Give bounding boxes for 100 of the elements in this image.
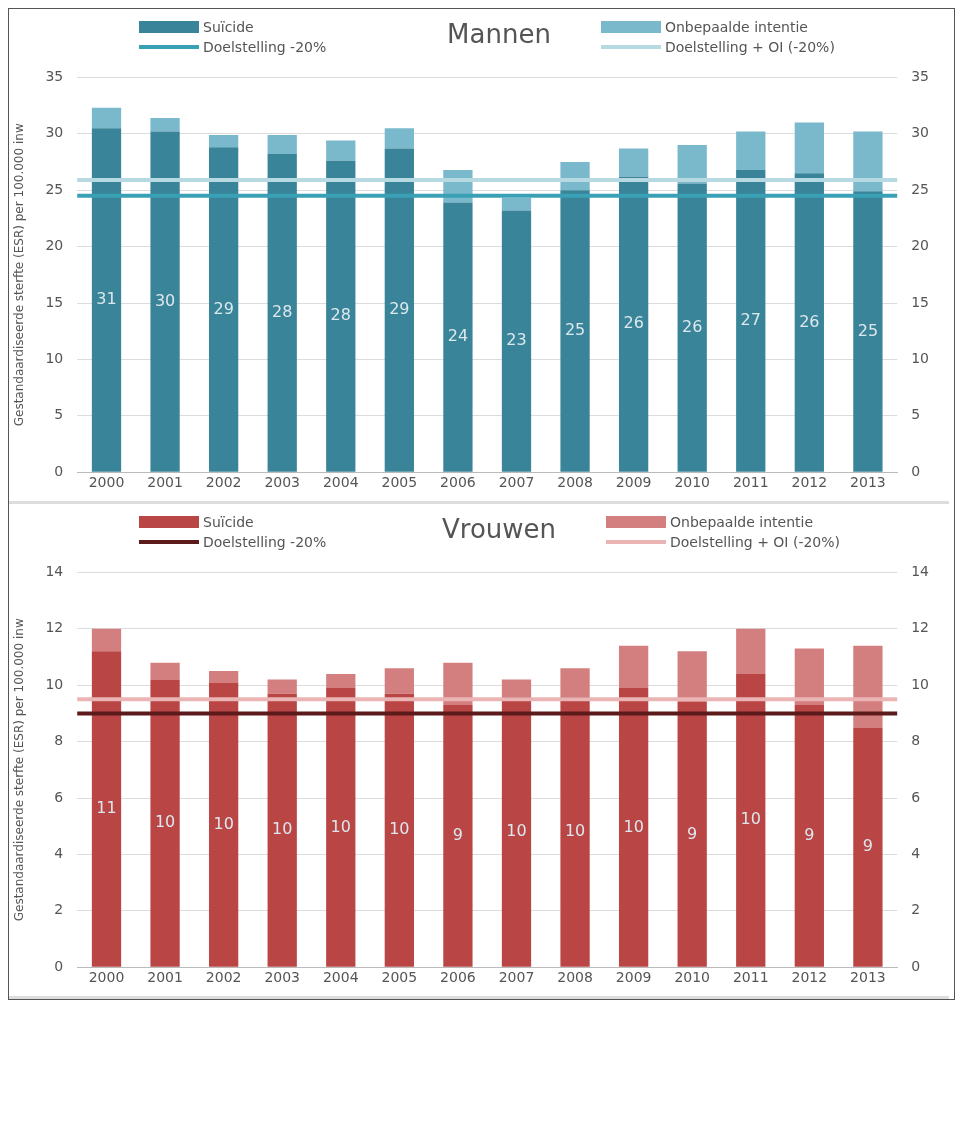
data-label: 10	[154, 812, 176, 832]
bar	[209, 134, 239, 148]
bar	[267, 679, 297, 694]
data-label: 26	[623, 313, 644, 333]
x-tick-label: 2010	[674, 474, 711, 491]
legend-label: Suïcide	[203, 19, 254, 35]
data-label: 9	[452, 824, 464, 844]
y2-tick-label: 35	[911, 68, 930, 85]
bar	[794, 122, 824, 174]
bar	[150, 131, 180, 472]
bar	[618, 148, 649, 177]
bar	[794, 173, 824, 472]
data-label: 9	[804, 824, 815, 844]
data-label: 9	[687, 823, 698, 843]
bar	[267, 154, 297, 472]
y2-tick-label: 12	[911, 619, 930, 636]
x-tick-label: 2011	[732, 969, 769, 986]
data-label: 29	[213, 298, 234, 318]
bar	[736, 169, 766, 472]
bar	[443, 704, 473, 967]
legend-label: Doelstelling + OI (-20%)	[670, 534, 841, 550]
data-label: 11	[96, 798, 117, 818]
y-tick-label: 4	[54, 845, 64, 862]
y2-tick-label: 2	[911, 901, 921, 918]
legend-label: Doelstelling -20%	[203, 39, 327, 55]
data-label: 10	[213, 813, 234, 833]
x-tick-label: 2006	[440, 474, 476, 491]
y-tick-label: 5	[54, 406, 64, 423]
bar	[384, 668, 414, 694]
data-label: 26	[682, 316, 703, 336]
data-label: 25	[564, 320, 586, 340]
x-tick-label: 2012	[791, 474, 828, 491]
data-label: 28	[272, 302, 293, 322]
bar	[560, 668, 590, 697]
y-axis-title: Gestandaardiseerde sterfte (ESR) per 100.000 inw	[12, 618, 27, 922]
y-tick-label: 15	[45, 293, 64, 310]
y-tick-label: 0	[54, 957, 64, 974]
legend-label: Suïcide	[203, 514, 254, 530]
y2-tick-label: 10	[911, 675, 930, 692]
y-axis-title: Gestandaardiseerde sterfte (ESR) per 100.000 inw	[12, 123, 27, 427]
y-tick-label: 12	[45, 619, 64, 636]
x-tick-label: 2005	[381, 474, 418, 491]
chart-title: Mannen	[446, 19, 552, 49]
bar	[618, 688, 649, 967]
y2-tick-label: 15	[911, 293, 930, 310]
bar	[853, 131, 883, 192]
bar	[91, 107, 122, 129]
data-label: 10	[564, 820, 586, 840]
bar	[209, 147, 239, 472]
y-tick-label: 10	[45, 350, 64, 367]
bar	[209, 671, 239, 683]
x-tick-label: 2004	[322, 474, 359, 491]
y2-tick-label: 30	[911, 124, 930, 141]
y-tick-label: 30	[45, 124, 64, 141]
bar	[736, 131, 766, 170]
legend-label: Doelstelling + OI (-20%)	[664, 39, 835, 55]
bar	[267, 693, 297, 967]
y2-tick-label: 5	[911, 406, 921, 423]
data-label: 10	[740, 809, 761, 829]
bar	[91, 128, 122, 472]
x-tick-label: 2001	[147, 969, 183, 986]
bar	[326, 160, 356, 472]
bar	[384, 693, 414, 967]
bar	[736, 628, 766, 674]
x-tick-label: 2005	[381, 969, 418, 986]
bar	[91, 651, 122, 967]
bar	[794, 648, 824, 705]
data-label: 24	[447, 326, 469, 346]
data-label: 30	[154, 290, 176, 310]
y-tick-label: 0	[54, 462, 64, 479]
x-tick-label: 2012	[791, 969, 828, 986]
bar	[91, 628, 122, 652]
x-tick-label: 2001	[147, 474, 183, 491]
data-label: 10	[272, 819, 293, 839]
y2-tick-label: 6	[911, 788, 921, 805]
legend-label: Onbepaalde intentie	[664, 19, 808, 35]
y-tick-label: 8	[54, 732, 64, 749]
data-label: 31	[96, 289, 117, 309]
x-tick-label: 2002	[205, 969, 242, 986]
bar	[443, 662, 473, 705]
bar	[501, 696, 532, 967]
bar	[326, 673, 356, 689]
data-label: 23	[506, 330, 527, 350]
y2-tick-label: 20	[911, 237, 930, 254]
y2-tick-label: 10	[911, 350, 930, 367]
bar	[150, 662, 180, 680]
legend-label: Doelstelling -20%	[203, 534, 327, 550]
bar	[267, 134, 297, 155]
x-tick-label: 2008	[557, 474, 593, 491]
bar	[560, 190, 590, 472]
data-label: 25	[857, 320, 879, 340]
data-label: 10	[623, 816, 644, 836]
bar	[384, 128, 414, 149]
legend-label: Onbepaalde intentie	[670, 514, 814, 530]
bar	[150, 118, 180, 132]
x-tick-label: 2011	[732, 474, 769, 491]
x-tick-label: 2003	[264, 474, 301, 491]
bar	[326, 688, 356, 967]
x-tick-label: 2000	[88, 969, 125, 986]
bar	[501, 679, 532, 697]
